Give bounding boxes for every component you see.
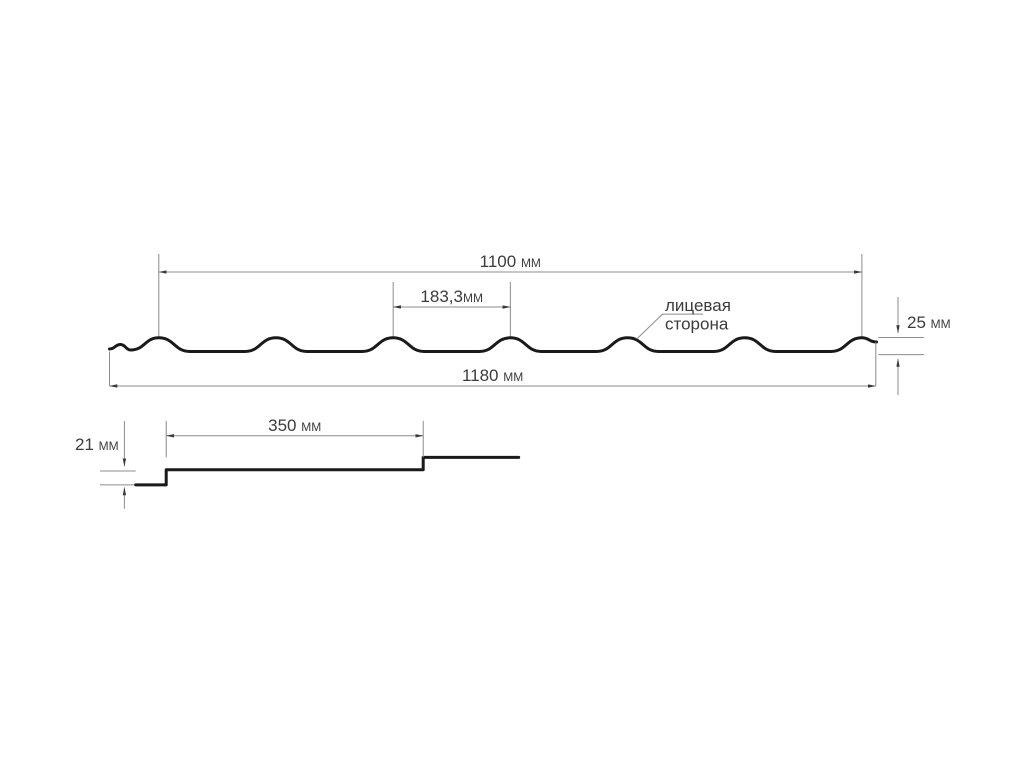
- svg-text:сторона: сторона: [665, 315, 729, 334]
- svg-text:лицевая: лицевая: [665, 296, 731, 315]
- svg-text:1180 мм: 1180 мм: [462, 366, 523, 385]
- svg-text:25 мм: 25 мм: [907, 313, 951, 332]
- svg-text:183,3мм: 183,3мм: [420, 287, 483, 306]
- svg-text:350 мм: 350 мм: [268, 416, 321, 435]
- svg-text:21 мм: 21 мм: [75, 435, 119, 454]
- svg-text:1100 мм: 1100 мм: [480, 252, 541, 271]
